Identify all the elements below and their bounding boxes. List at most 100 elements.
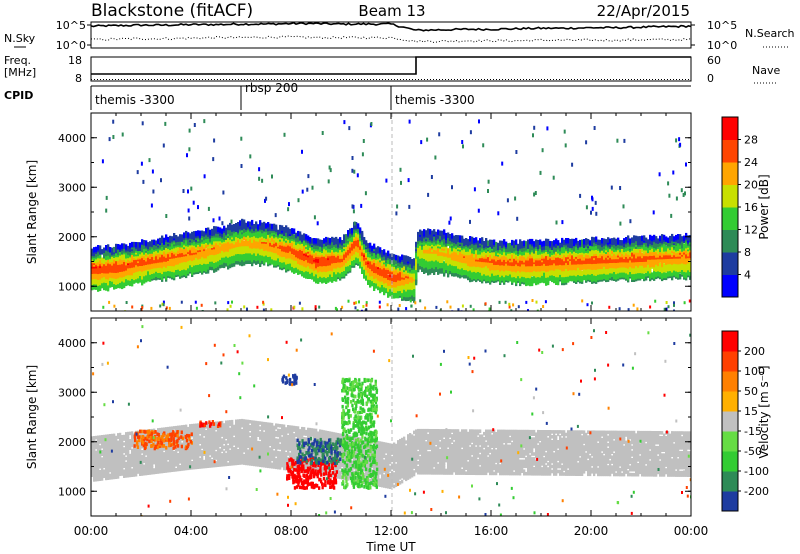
power-cell [451, 245, 454, 252]
power-cell [91, 248, 94, 255]
power-cell [363, 267, 366, 274]
power-cell [349, 245, 352, 252]
power-cell [103, 275, 106, 281]
power-cell [249, 221, 252, 227]
power-cell [113, 271, 116, 277]
power-cell [379, 247, 382, 253]
power-cell [553, 261, 556, 268]
power-cell [307, 269, 310, 276]
power-cell [455, 243, 458, 250]
power-cell [255, 221, 258, 227]
power-cell [501, 240, 504, 247]
power-cell [277, 252, 280, 259]
power-cell [177, 236, 180, 242]
power-cell [263, 232, 266, 239]
power-cell [315, 268, 318, 274]
power-cell [369, 278, 372, 284]
power-cell [469, 236, 472, 242]
power-cell [411, 259, 414, 265]
power-cell [115, 243, 118, 250]
power-cell [347, 230, 350, 236]
power-cell [471, 274, 474, 280]
power-cell [373, 243, 376, 250]
power-cell [171, 241, 174, 248]
noise-series-group [87, 21, 695, 46]
power-cell [137, 242, 140, 248]
power-cell [97, 245, 100, 251]
power-cell [575, 263, 578, 269]
power-cell [123, 247, 126, 253]
power-cell [239, 220, 242, 226]
power-cell [243, 219, 246, 225]
power-cell [165, 234, 168, 240]
power-cell [143, 269, 146, 275]
power-cell [359, 249, 362, 255]
power-cell [305, 258, 308, 264]
power-cell [543, 272, 546, 278]
power-cell [289, 228, 292, 235]
power-cell [143, 274, 146, 280]
power-cell [403, 295, 406, 301]
power-cell [219, 227, 222, 233]
power-cell [313, 274, 316, 280]
power-cell [293, 258, 296, 265]
power-cell [515, 262, 518, 269]
power-cell [547, 238, 550, 245]
power-cell [485, 238, 488, 244]
power-cell [489, 239, 492, 246]
power-cell [413, 271, 416, 278]
power-cell [307, 235, 310, 241]
power-cell [285, 253, 288, 259]
power-cell [529, 242, 532, 249]
power-cell [191, 231, 194, 238]
power-cell [115, 259, 118, 266]
power-cell [319, 250, 322, 256]
power-cell [247, 221, 250, 227]
frequency-series-group [91, 56, 691, 80]
power-cell [435, 258, 438, 264]
power-cell [463, 273, 466, 279]
noise-series-line-1 [90, 35, 692, 43]
power-cell [417, 231, 420, 238]
power-cell [317, 267, 320, 273]
power-cell [481, 262, 484, 268]
power-cell [303, 233, 306, 239]
power-cell [457, 242, 460, 248]
power-cell [143, 265, 146, 271]
power-cell [161, 235, 164, 241]
power-cell [449, 242, 452, 248]
power-cell [169, 257, 172, 263]
power-cell [427, 267, 430, 274]
power-cell [207, 227, 210, 233]
power-cells-group [91, 119, 691, 311]
power-cell [197, 264, 200, 271]
power-cell [271, 230, 274, 237]
power-cell [511, 239, 514, 246]
power-cell [355, 252, 358, 258]
power-cell [403, 255, 406, 261]
power-cell [241, 218, 244, 225]
power-cell [513, 257, 516, 263]
power-cell [237, 239, 240, 246]
power-cell [429, 255, 432, 262]
power-cell [225, 256, 228, 262]
noise-panel-frame [90, 21, 692, 49]
power-cell [437, 233, 440, 239]
power-cell [215, 226, 218, 232]
power-cell [299, 248, 302, 254]
power-cell [361, 230, 364, 237]
power-cell [547, 254, 550, 260]
power-cell [117, 259, 120, 265]
power-cell [115, 255, 118, 262]
power-cell [529, 246, 532, 253]
power-cell [401, 287, 404, 294]
power-cell [309, 266, 312, 273]
power-cell [125, 278, 128, 285]
power-cell [155, 254, 158, 260]
power-cell [317, 257, 320, 263]
power-cell [101, 249, 104, 255]
power-cell [309, 254, 312, 260]
power-cell [257, 224, 260, 230]
power-cell [437, 246, 440, 253]
